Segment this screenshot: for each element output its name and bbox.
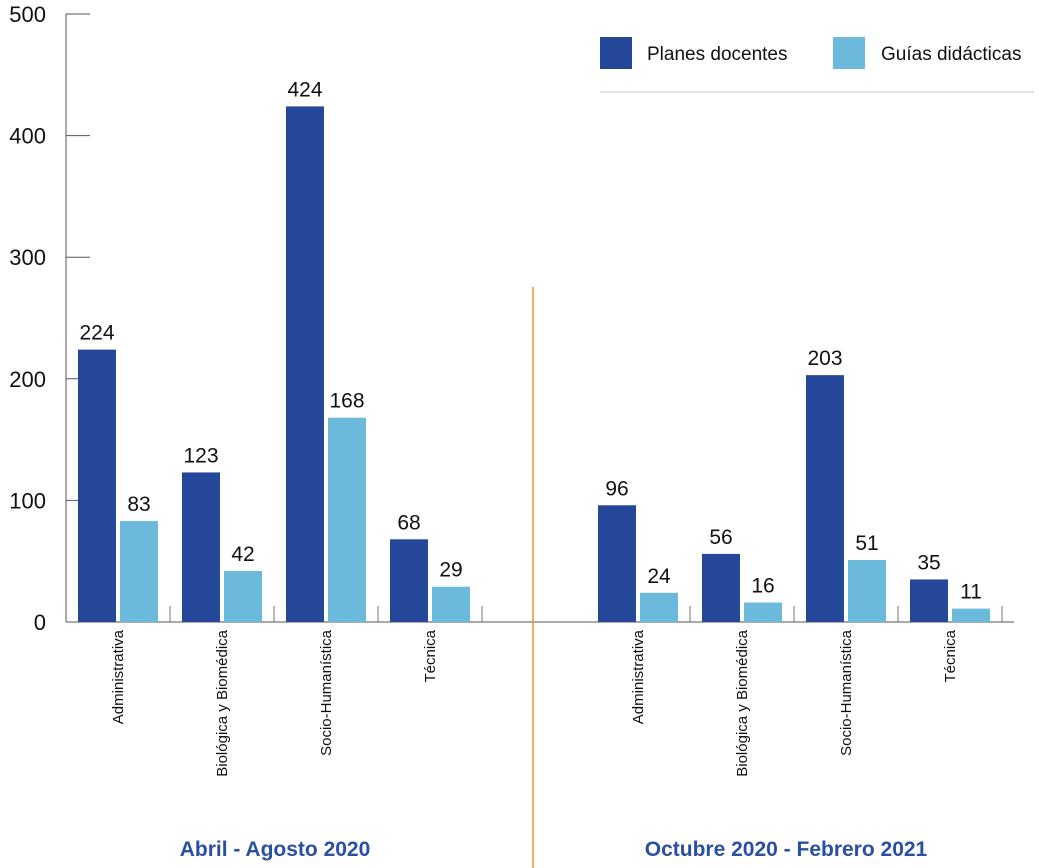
bar-planes-docentes [182,472,220,622]
bar-planes-docentes [598,505,636,622]
bar-value-label: 24 [647,565,671,588]
bar-value-label: 224 [79,322,114,345]
bar-guias-didacticas [848,559,886,622]
bar-value-label: 68 [397,511,420,534]
bar-value-label: 51 [855,532,878,555]
bar-guias-didacticas [744,602,782,622]
bar-value-label: 424 [287,78,322,101]
bar-value-label: 29 [439,559,462,582]
bar-value-label: 16 [751,575,774,598]
bar-guias-didacticas [120,521,158,622]
bar-planes-docentes [286,106,324,622]
bar-value-label: 56 [709,526,732,549]
bar-planes-docentes [910,579,948,622]
y-tick-label: 200 [9,367,46,392]
category-label: Técnica [422,629,439,682]
legend-label: Guías didácticas [881,44,1021,65]
category-label: Administrativa [630,629,647,724]
bar-planes-docentes [390,539,428,622]
category-label: Socio-Humanística [318,629,335,756]
period-label: Abril - Agosto 2020 [180,838,371,861]
category-label: Técnica [942,629,959,682]
category-label: Biológica y Biomédica [734,629,751,776]
bar-value-label: 168 [329,390,364,413]
bar-planes-docentes [806,375,844,622]
bar-value-label: 35 [917,551,940,574]
period-label: Octubre 2020 - Febrero 2021 [645,838,928,861]
bar-guias-didacticas [224,570,262,622]
bar-guias-didacticas [328,417,366,622]
category-label: Socio-Humanística [838,629,855,756]
bar-guias-didacticas [432,586,470,622]
legend-swatch-planes-docentes [600,37,632,69]
bar-value-label: 11 [960,581,982,604]
bar-guias-didacticas [640,592,678,622]
legend-label: Planes docentes [647,44,788,65]
bar-guias-didacticas [952,608,990,622]
category-label: Biológica y Biomédica [214,629,231,776]
bar-value-label: 123 [183,444,218,467]
y-tick-label: 400 [9,124,46,149]
bar-value-label: 42 [231,543,254,566]
y-tick-label: 500 [9,2,46,27]
category-label: Administrativa [110,629,127,724]
bar-value-label: 203 [807,347,842,370]
bar-value-label: 83 [127,493,150,516]
y-tick-label: 100 [9,488,46,513]
bar-planes-docentes [702,553,740,622]
y-tick-label: 300 [9,245,46,270]
y-tick-label: 0 [34,610,46,635]
bar-value-label: 96 [605,477,628,500]
bar-planes-docentes [78,349,116,622]
legend-swatch-guias-didacticas [833,37,865,69]
